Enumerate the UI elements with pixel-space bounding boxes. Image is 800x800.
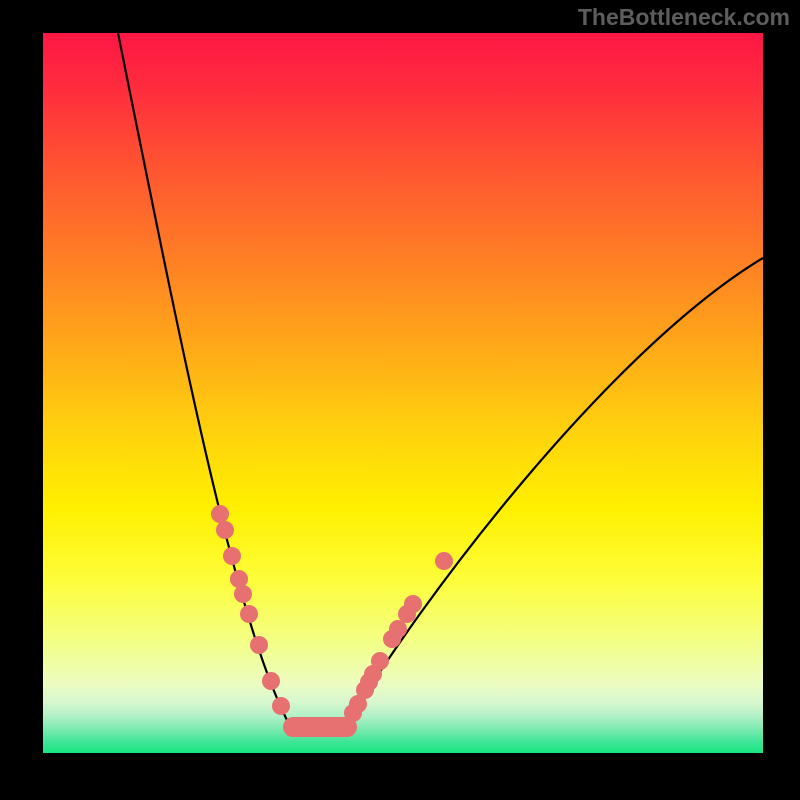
left-branch-dot <box>272 697 290 715</box>
right-branch-dot <box>371 652 389 670</box>
attribution-text: TheBottleneck.com <box>578 4 790 31</box>
left-branch-dot <box>223 547 241 565</box>
left-branch-dot <box>240 605 258 623</box>
left-branch-dot <box>250 636 268 654</box>
chart-container: TheBottleneck.com <box>0 0 800 800</box>
left-branch-dot <box>234 585 252 603</box>
left-branch-dot <box>211 505 229 523</box>
left-branch-dot <box>262 672 280 690</box>
right-branch-dot <box>435 552 453 570</box>
left-branch-dot <box>216 521 234 539</box>
right-branch-dot <box>389 620 407 638</box>
plot-background <box>43 33 763 753</box>
bottleneck-chart <box>0 0 800 800</box>
right-branch-dot <box>404 595 422 613</box>
